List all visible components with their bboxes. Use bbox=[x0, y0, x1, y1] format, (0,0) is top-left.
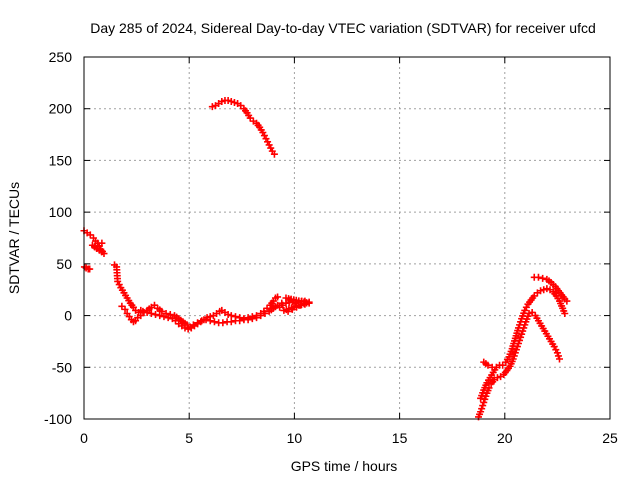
data-point-marker bbox=[493, 374, 501, 382]
series-arc-6 bbox=[475, 308, 564, 421]
data-point-marker bbox=[227, 312, 235, 320]
data-point-marker bbox=[488, 363, 496, 371]
plot-frame bbox=[83, 56, 611, 420]
data-point-marker bbox=[152, 311, 160, 319]
y-tick-label: 50 bbox=[56, 256, 72, 272]
data-point-marker bbox=[543, 285, 551, 293]
data-point-marker bbox=[274, 293, 282, 301]
data-point-marker bbox=[227, 318, 235, 326]
data-point-marker bbox=[158, 307, 166, 315]
x-tick-label: 15 bbox=[392, 430, 408, 446]
data-point-marker bbox=[219, 319, 227, 327]
y-tick-label: -100 bbox=[44, 411, 72, 427]
series-arc-3-lower bbox=[118, 299, 286, 331]
data-point-marker bbox=[236, 317, 244, 325]
data-points bbox=[80, 96, 571, 421]
data-point-marker bbox=[286, 296, 294, 304]
y-tick-label: -50 bbox=[52, 359, 72, 375]
axis-ticks: 0 5 10 15 20 25 -100 -50 0 50 100 150 200 250 bbox=[44, 49, 618, 446]
x-tick-label: 5 bbox=[185, 430, 193, 446]
data-point-marker bbox=[293, 303, 301, 311]
data-point-marker bbox=[270, 150, 278, 158]
data-point-marker bbox=[224, 311, 232, 319]
y-tick-label: 100 bbox=[49, 204, 73, 220]
data-point-marker bbox=[540, 286, 548, 294]
series-arc-4 bbox=[276, 294, 313, 315]
data-point-marker bbox=[556, 355, 564, 363]
data-point-marker bbox=[282, 294, 290, 302]
series-arc-3 bbox=[111, 261, 282, 333]
data-point-marker bbox=[244, 316, 252, 324]
series-arc-1 bbox=[80, 227, 108, 258]
data-point-marker bbox=[537, 287, 545, 295]
x-axis-label: GPS time / hours bbox=[291, 458, 398, 474]
y-tick-label: 250 bbox=[49, 49, 73, 65]
data-point-marker bbox=[189, 321, 197, 329]
x-tick-label: 20 bbox=[497, 430, 513, 446]
data-point-marker bbox=[261, 310, 269, 318]
data-point-marker bbox=[218, 97, 226, 105]
grid-lines bbox=[84, 57, 610, 419]
chart-title: Day 285 of 2024, Sidereal Day-to-day VTE… bbox=[90, 20, 596, 36]
data-point-marker bbox=[253, 314, 261, 322]
data-point-marker bbox=[561, 310, 569, 318]
x-tick-label: 0 bbox=[80, 430, 88, 446]
data-point-marker bbox=[86, 265, 94, 273]
data-point-marker bbox=[166, 311, 174, 319]
y-axis-label: SDTVAR / TECUs bbox=[6, 182, 22, 294]
data-point-marker bbox=[539, 274, 547, 282]
data-point-marker bbox=[224, 96, 232, 104]
data-point-marker bbox=[563, 297, 571, 305]
data-point-marker bbox=[198, 317, 206, 325]
data-point-marker bbox=[288, 305, 296, 313]
data-point-marker bbox=[484, 361, 492, 369]
data-point-marker bbox=[280, 306, 288, 314]
data-point-marker bbox=[202, 316, 210, 324]
y-tick-label: 200 bbox=[49, 101, 73, 117]
data-point-marker bbox=[210, 318, 218, 326]
series-arc-6-upper bbox=[477, 273, 571, 402]
x-tick-label: 25 bbox=[602, 430, 618, 446]
data-point-marker bbox=[257, 312, 265, 320]
data-point-marker bbox=[162, 310, 170, 318]
data-point-marker bbox=[98, 239, 106, 247]
data-point-marker bbox=[194, 319, 202, 327]
data-point-marker bbox=[121, 305, 129, 313]
y-tick-label: 0 bbox=[64, 308, 72, 324]
data-point-marker bbox=[230, 99, 238, 107]
x-tick-label: 10 bbox=[287, 430, 303, 446]
data-point-marker bbox=[139, 307, 147, 315]
data-point-marker bbox=[534, 273, 542, 281]
series-arc-5 bbox=[208, 96, 278, 158]
data-point-marker bbox=[227, 97, 235, 105]
data-point-marker bbox=[206, 317, 214, 325]
data-point-marker bbox=[284, 307, 292, 315]
data-point-marker bbox=[248, 315, 256, 323]
data-point-marker bbox=[147, 310, 155, 318]
data-point-marker bbox=[208, 103, 216, 111]
y-tick-label: 150 bbox=[49, 152, 73, 168]
